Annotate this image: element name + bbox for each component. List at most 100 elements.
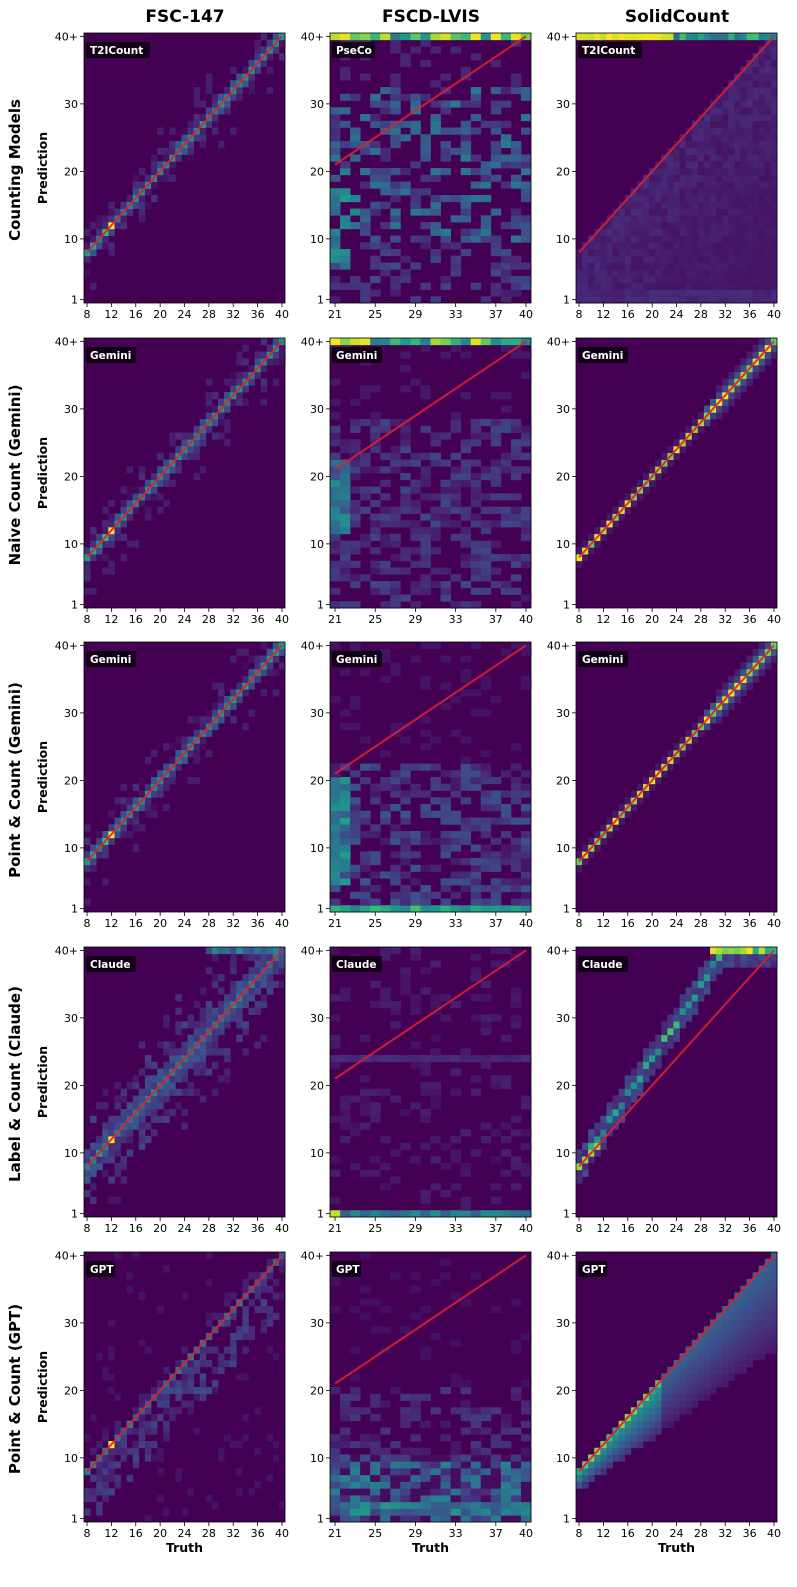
heatmap-cell: [193, 1393, 201, 1401]
heatmap-cell: [242, 1319, 249, 1327]
heatmap-cell: [460, 1196, 472, 1204]
heatmap-cell: [440, 594, 451, 602]
heatmap-cell: [108, 520, 115, 528]
heatmap-cell: [450, 817, 462, 825]
heatmap-cell: [370, 513, 381, 521]
heatmap-cell: [410, 790, 421, 798]
heatmap-cell: [199, 432, 207, 440]
heatmap-cell: [636, 1414, 644, 1422]
heatmap-cell: [510, 844, 522, 852]
heatmap-cell: [582, 844, 589, 852]
heatmap-cell: [691, 161, 699, 169]
heatmap-cell: [340, 1461, 351, 1469]
heatmap-cell: [703, 289, 711, 297]
heatmap-cell: [420, 527, 431, 535]
heatmap-cell: [460, 817, 472, 825]
heatmap-cell: [410, 506, 421, 514]
heatmap-cell: [460, 824, 472, 832]
heatmap-cell: [144, 493, 152, 501]
heatmap-cell: [734, 242, 741, 250]
heatmap-cell: [500, 885, 512, 893]
heatmap-cell: [390, 93, 401, 101]
heatmap-cell: [90, 1414, 97, 1422]
heatmap-cell: [340, 506, 351, 514]
heatmap-cell: [582, 269, 589, 277]
heatmap-cell: [132, 493, 140, 501]
heatmap-cell: [163, 1048, 170, 1056]
heatmap-cell: [330, 154, 341, 162]
heatmap-cell: [400, 980, 411, 988]
heatmap-cell: [746, 1326, 754, 1334]
heatmap-cell: [157, 147, 164, 155]
heatmap-cell: [340, 864, 351, 872]
heatmap-cell: [175, 750, 182, 758]
heatmap-cell: [380, 1447, 391, 1455]
heatmap-cell: [770, 46, 778, 54]
heatmap-cell: [661, 770, 668, 778]
heatmap-cell: [144, 1136, 152, 1144]
heatmap-cell: [673, 1400, 680, 1408]
heatmap-cell: [667, 174, 674, 182]
heatmap-cell: [400, 1454, 411, 1462]
heatmap-cell: [576, 851, 583, 859]
heatmap-cell: [102, 554, 109, 562]
heatmap-cell: [420, 1210, 431, 1218]
heatmap-cell: [169, 452, 176, 460]
heatmap-cell: [758, 296, 766, 304]
heatmap-cell: [661, 269, 668, 277]
heatmap-cell: [410, 1393, 421, 1401]
heatmap-cell: [679, 161, 687, 169]
heatmap-cell: [728, 378, 735, 386]
heatmap-cell: [430, 1488, 441, 1496]
heatmap-cell: [440, 351, 451, 359]
heatmap-cell: [96, 1468, 103, 1476]
heatmap-cell: [624, 201, 632, 209]
heatmap-cell: [450, 466, 462, 474]
heatmap-cell: [102, 851, 109, 859]
heatmap-cell: [697, 249, 705, 257]
heatmap-cell: [758, 338, 766, 346]
heatmap-cell: [716, 1346, 723, 1354]
heatmap-cell: [480, 1122, 492, 1130]
heatmap-cell: [480, 235, 492, 243]
heatmap-cell: [746, 960, 754, 968]
x-tick-label: 20: [153, 1527, 167, 1540]
heatmap-cell: [236, 696, 243, 704]
heatmap-cell: [370, 242, 381, 250]
x-tick-label: 8: [576, 613, 583, 626]
heatmap-cell: [764, 262, 772, 270]
x-tick-label: 28: [202, 308, 216, 321]
heatmap-cell: [576, 282, 583, 290]
heatmap-cell: [582, 1169, 589, 1177]
heatmap-cell: [450, 844, 462, 852]
heatmap-cell: [624, 1420, 632, 1428]
heatmap-cell: [440, 770, 451, 778]
heatmap-cell: [380, 107, 391, 115]
heatmap-cell: [510, 446, 522, 454]
heatmap-cell: [230, 398, 237, 406]
heatmap-cell: [330, 824, 341, 832]
heatmap-cell: [370, 446, 381, 454]
heatmap-cell: [450, 33, 462, 41]
heatmap-cell: [330, 1488, 341, 1496]
heatmap-cell: [120, 804, 128, 812]
heatmap-cell: [84, 864, 91, 872]
heatmap-cell: [440, 73, 451, 81]
heatmap-cell: [728, 168, 735, 176]
heatmap-cell: [520, 1434, 532, 1442]
heatmap-cell: [679, 269, 687, 277]
heatmap-cell: [430, 960, 441, 968]
heatmap-cell: [420, 1055, 431, 1063]
heatmap-cell: [450, 891, 462, 899]
heatmap-cell: [224, 1346, 231, 1354]
heatmap-cell: [716, 1380, 723, 1388]
heatmap-cell: [450, 242, 462, 250]
heatmap-cell: [370, 1102, 381, 1110]
heatmap-cell: [728, 242, 735, 250]
heatmap-cell: [691, 154, 699, 162]
heatmap-cell: [102, 1366, 109, 1374]
x-tick-label: 24: [178, 1527, 192, 1540]
heatmap-cell: [500, 520, 512, 528]
heatmap-cell: [370, 831, 381, 839]
heatmap-cell: [710, 127, 717, 135]
